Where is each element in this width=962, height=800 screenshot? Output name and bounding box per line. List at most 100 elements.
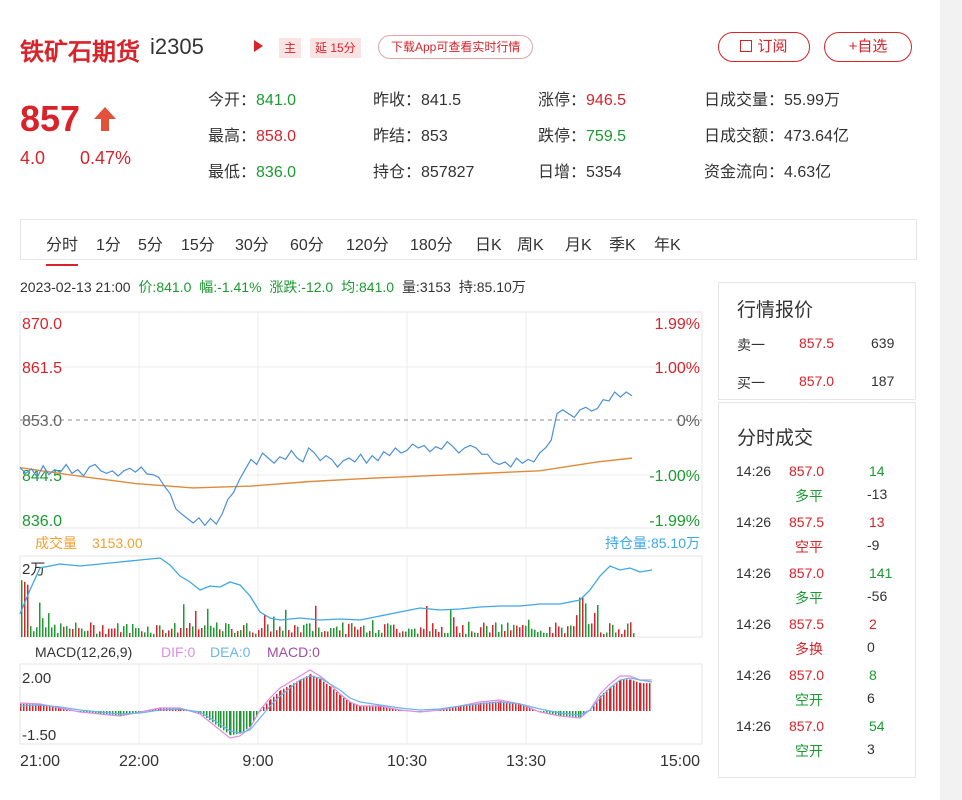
macd-bar — [260, 710, 262, 711]
volume-bar — [405, 631, 407, 637]
volume-bar — [255, 633, 257, 637]
x-axis-tick: 9:00 — [242, 753, 273, 770]
volume-bar — [306, 623, 308, 637]
macd-bar — [239, 711, 241, 734]
macd-bar — [223, 711, 225, 731]
macd-bar — [498, 701, 500, 711]
tab-period[interactable]: 月K — [565, 237, 592, 254]
tab-period[interactable]: 周K — [517, 237, 544, 254]
stat-label: 昨结： — [373, 128, 422, 145]
macd-bar — [343, 697, 345, 711]
tab-period[interactable]: 180分 — [410, 237, 453, 254]
macd-bar — [518, 704, 520, 711]
macd-bar — [323, 681, 325, 711]
macd-bar — [276, 693, 278, 711]
macd-bar — [529, 707, 531, 711]
page-scrollbar[interactable] — [940, 0, 962, 800]
tab-period[interactable]: 年K — [654, 237, 681, 254]
macd-bar — [333, 689, 335, 711]
macd-bar — [395, 709, 397, 711]
tab-period[interactable]: 120分 — [346, 237, 389, 254]
volume-bar — [576, 615, 578, 637]
volume-label: 成交量 — [35, 535, 77, 551]
macd-bar — [575, 711, 577, 717]
macd-bar — [356, 705, 358, 711]
tab-period[interactable]: 分时 — [46, 231, 79, 266]
volume-bar — [330, 628, 332, 637]
trade-price: 857.0 — [789, 565, 825, 581]
add-favorite-button[interactable]: +自选 — [824, 32, 912, 62]
macd-axis-label: -1.50 — [22, 727, 56, 744]
volume-bar — [75, 622, 77, 637]
tab-period[interactable]: 季K — [609, 237, 636, 254]
volume-bar — [450, 609, 452, 637]
volume-bar — [195, 610, 197, 637]
volume-bar — [591, 623, 593, 637]
macd-bar — [243, 711, 245, 732]
macd-bar — [296, 681, 298, 711]
volume-bar — [363, 625, 365, 637]
tab-period[interactable]: 5分 — [138, 237, 163, 254]
info-change: 涨跌:-12.0 — [269, 279, 334, 295]
tab-period[interactable]: 30分 — [235, 237, 269, 254]
volume-bar — [237, 630, 239, 637]
macd-bar — [215, 711, 217, 725]
macd-bar — [212, 711, 214, 723]
volume-bar — [183, 604, 185, 637]
volume-bar — [129, 633, 131, 637]
volume-bar — [480, 627, 482, 637]
volume-bar — [60, 623, 62, 637]
price-axis-label: 853.0 — [22, 413, 62, 430]
volume-bar — [348, 623, 350, 637]
intraday-chart[interactable]: 870.0861.5853.0844.5836.01.99%1.00%0%-1.… — [0, 300, 705, 780]
stat-item: 最高：858.0 — [208, 122, 296, 146]
macd-bar — [649, 683, 651, 711]
macd-bar — [466, 705, 468, 711]
volume-bar — [174, 623, 176, 637]
price-axis-label: 870.0 — [22, 316, 62, 333]
macd-bar — [626, 679, 628, 711]
delay-tag: 延 15分 — [310, 38, 361, 58]
macd-bar — [303, 677, 305, 711]
macd-bar — [495, 701, 497, 711]
volume-bar — [534, 629, 536, 637]
macd-bar — [46, 705, 48, 711]
macd-bar — [455, 707, 457, 711]
macd-bar — [389, 708, 391, 711]
volume-bar — [126, 624, 128, 637]
volume-bar — [474, 632, 476, 637]
tab-period[interactable]: 1分 — [96, 237, 121, 254]
volume-bar — [117, 623, 119, 637]
quote-panel-title: 行情报价 — [737, 300, 814, 321]
volume-bar — [189, 623, 191, 637]
macd-bar — [92, 711, 94, 713]
volume-bar — [543, 632, 545, 637]
macd-bar — [38, 704, 40, 711]
x-axis-tick: 21:00 — [20, 753, 60, 770]
macd-bar — [58, 707, 60, 711]
tab-period[interactable]: 15分 — [181, 237, 215, 254]
volume-bar — [342, 622, 344, 637]
pct-axis-label: -1.00% — [649, 468, 700, 485]
volume-bar — [465, 633, 467, 637]
volume-bar — [279, 626, 281, 637]
ask-label: 卖一 — [737, 337, 765, 353]
stat-label: 日成交额： — [704, 128, 785, 145]
volume-bar — [144, 632, 146, 637]
volume-bar — [366, 632, 368, 637]
volume-bar — [303, 624, 305, 637]
macd-bar — [546, 711, 548, 713]
download-app-link[interactable]: 下载App可查看实时行情 — [378, 35, 534, 59]
macd-bar — [253, 711, 255, 722]
volume-bar — [537, 632, 539, 637]
volume-bar — [39, 602, 41, 637]
volume-bar — [516, 625, 518, 637]
macd-bar — [283, 688, 285, 711]
tab-period[interactable]: 60分 — [290, 237, 324, 254]
tab-period[interactable]: 日K — [475, 237, 502, 254]
subscribe-button[interactable]: 订阅 — [718, 32, 810, 62]
volume-bar — [264, 614, 266, 637]
volume-bar — [57, 633, 59, 637]
trade-volume: 8 — [869, 667, 877, 683]
play-icon[interactable] — [254, 40, 263, 52]
